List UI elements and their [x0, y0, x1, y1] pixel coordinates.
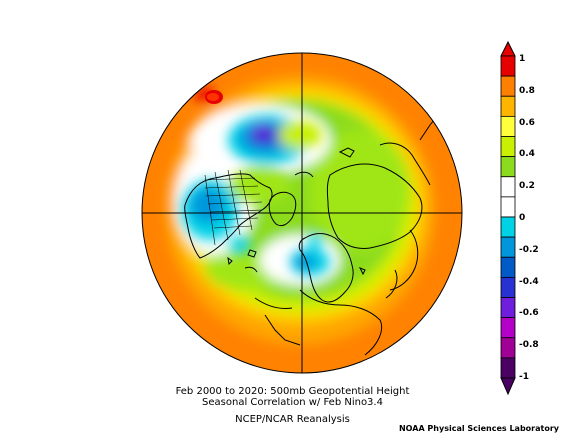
colorbar-tick-label: 0.8: [519, 85, 535, 96]
caption-title: Feb 2000 to 2020: 500mb Geopotential Hei…: [175, 386, 410, 397]
colorbar-tick-label: 0.4: [519, 149, 535, 160]
colorbar-tick-label: 0.2: [519, 181, 535, 192]
colorbar-segment: [500, 95, 516, 117]
credit-label: NOAA Physical Sciences Laboratory: [398, 424, 559, 433]
colorbar-segment: [500, 236, 516, 258]
colorbar-segment: [500, 337, 516, 359]
colorbar-bottom-arrow: [500, 377, 516, 396]
graticule: [204, 169, 263, 246]
colorbar-tick-label: 0: [519, 213, 526, 223]
colorbar-tick-label: 1: [519, 54, 526, 64]
colorbar-segment: [500, 156, 516, 178]
colorbar-segment: [500, 256, 516, 278]
caption-subtitle: Seasonal Correlation w/ Feb Nino3.4: [202, 397, 383, 408]
colorbar-segment: [500, 115, 516, 137]
colorbar-segment: [500, 75, 516, 97]
colorbar-tick-label: -0.2: [519, 244, 539, 255]
colorbar-segment: [500, 136, 516, 158]
colorbar-segment: [500, 317, 516, 339]
colorbar-top-arrow: [500, 40, 516, 57]
coastlines: [184, 114, 439, 356]
colorbar-segment: [500, 357, 516, 379]
colorbar-tick-label: 0.6: [519, 117, 535, 128]
colorbar-tick-label: -1: [519, 372, 529, 382]
colorbar-segment: [500, 276, 516, 298]
colorbar-segment: [500, 297, 516, 319]
colorbar-segment: [500, 216, 516, 238]
colorbar-segment: [500, 55, 516, 77]
caption-source: NCEP/NCAR Reanalysis: [235, 414, 350, 425]
correlation-field: [142, 53, 462, 373]
colorbar-tick-label: -0.8: [519, 340, 539, 351]
colorbar-segment: [500, 196, 516, 218]
colorbar-tick-label: -0.4: [519, 276, 539, 287]
colorbar-tick-label: -0.6: [519, 308, 539, 319]
colorbar-segment: [500, 176, 516, 198]
color-scale-bar: [500, 40, 516, 396]
